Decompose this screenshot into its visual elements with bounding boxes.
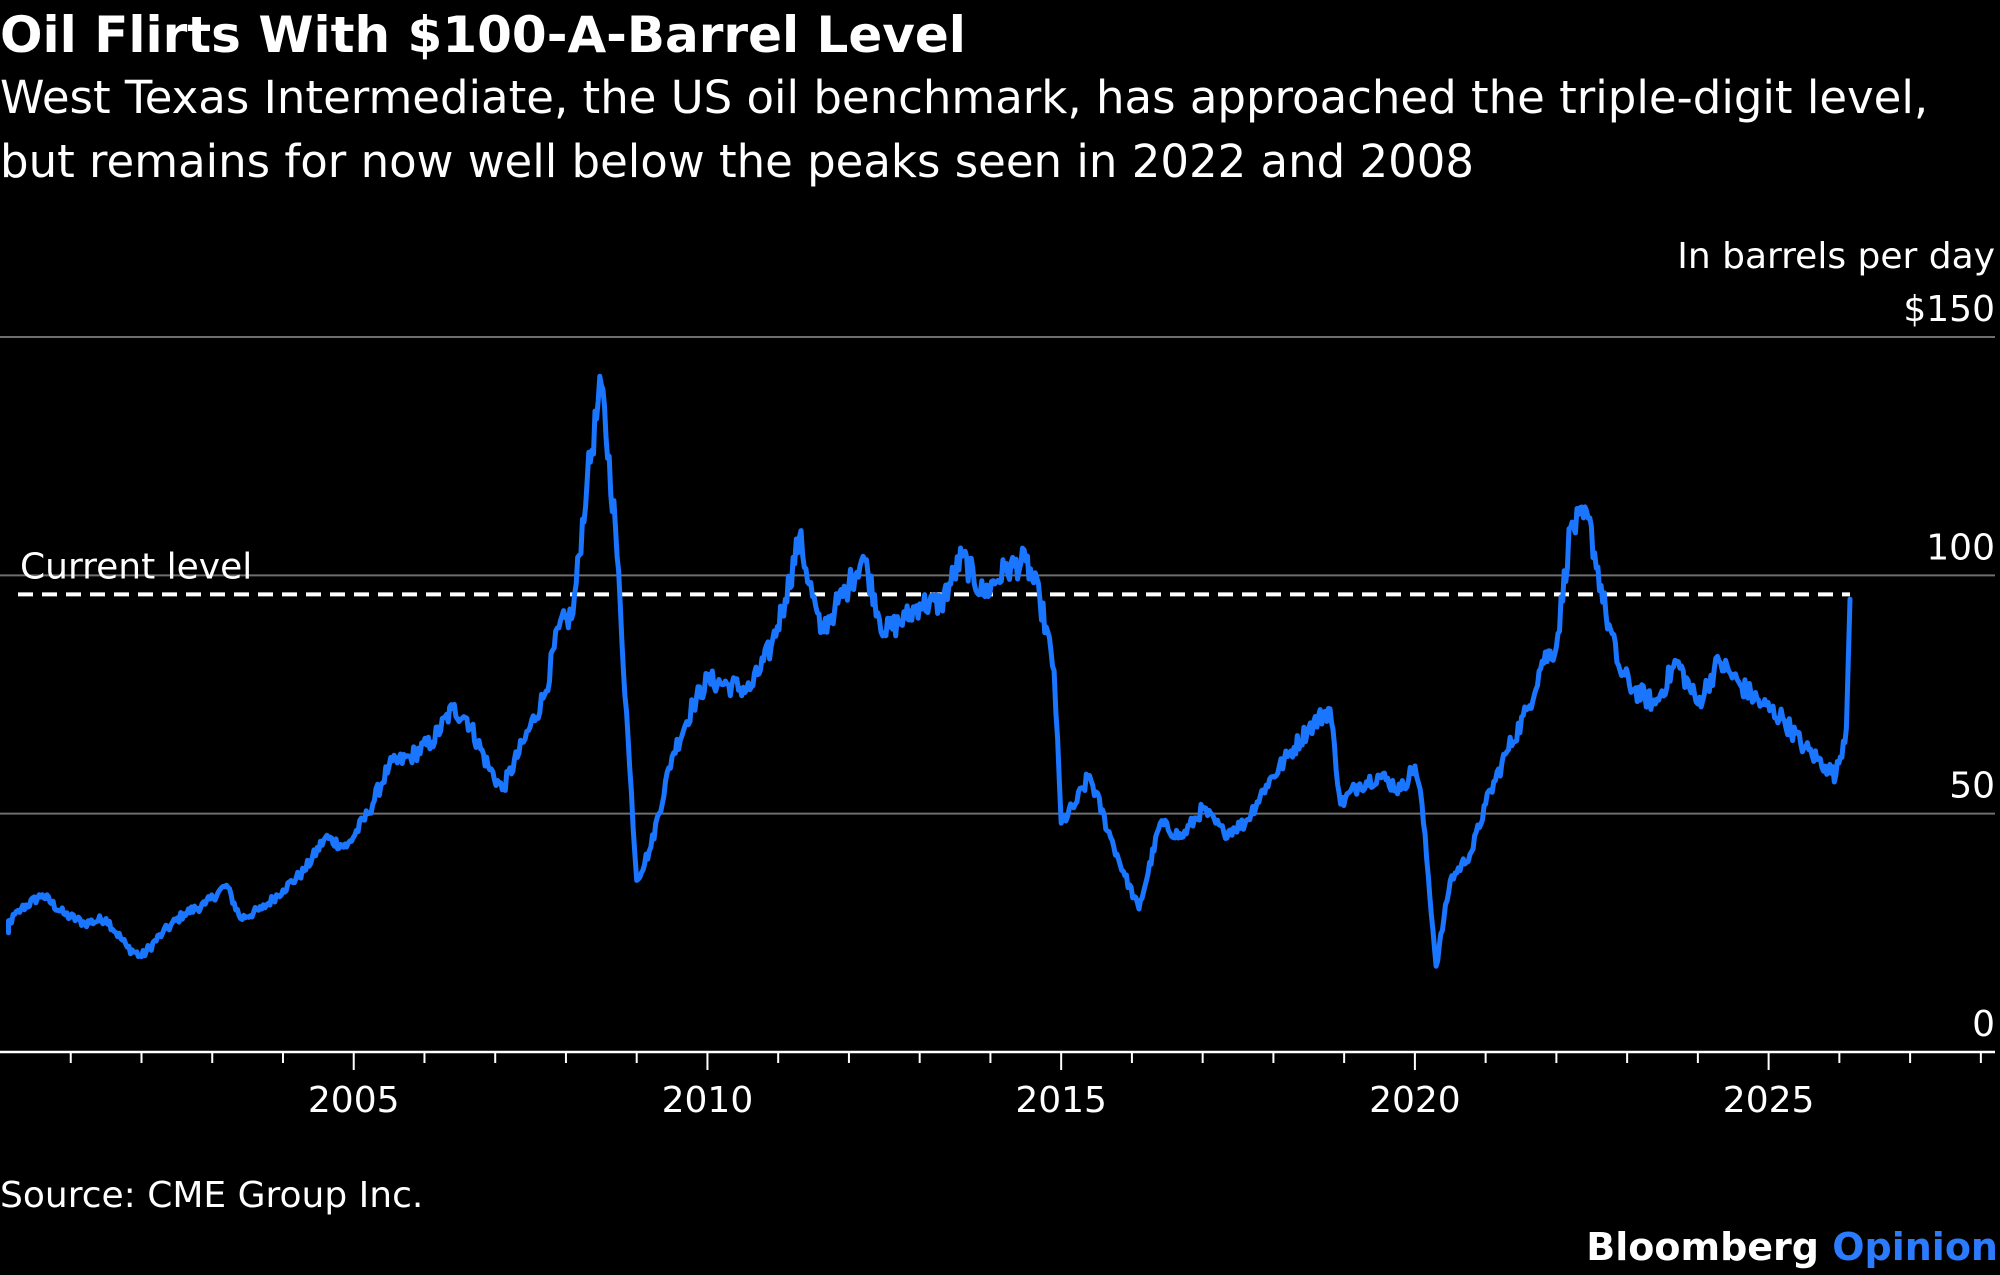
series-group bbox=[6, 376, 1851, 968]
x-tick-label-2025: 2025 bbox=[1723, 1080, 1815, 1121]
y-tick-label-0: 0 bbox=[1972, 1004, 1995, 1045]
unit-label: In barrels per day bbox=[1677, 236, 1995, 277]
y-tick-label-50: 50 bbox=[1949, 766, 1995, 807]
current-level-label: Current level bbox=[20, 546, 252, 587]
line-chart: In barrels per day 050100$150 2005201020… bbox=[0, 0, 2000, 1160]
series-line-wti bbox=[9, 376, 1851, 966]
y-tick-label-100: 100 bbox=[1926, 527, 1995, 568]
x-tick-label-2020: 2020 bbox=[1369, 1080, 1461, 1121]
y-tick-label-150: $150 bbox=[1903, 289, 1995, 330]
grid-lines bbox=[0, 337, 1995, 814]
brand-secondary: Opinion bbox=[1832, 1225, 1998, 1269]
brand-primary: Bloomberg bbox=[1586, 1225, 1819, 1269]
x-tick-label-2015: 2015 bbox=[1015, 1080, 1107, 1121]
x-tick-label-2005: 2005 bbox=[308, 1080, 400, 1121]
x-axis: 2005 2010 2015 2020 2025 bbox=[0, 1052, 1995, 1121]
y-axis-labels: 0 50 100 $150 bbox=[1903, 289, 1995, 1045]
brand-logo: Bloomberg Opinion bbox=[1586, 1222, 1998, 1272]
source-note: Source: CME Group Inc. bbox=[0, 1172, 423, 1220]
reference-line-group: Current level bbox=[18, 546, 1850, 594]
x-tick-label-2010: 2010 bbox=[662, 1080, 754, 1121]
